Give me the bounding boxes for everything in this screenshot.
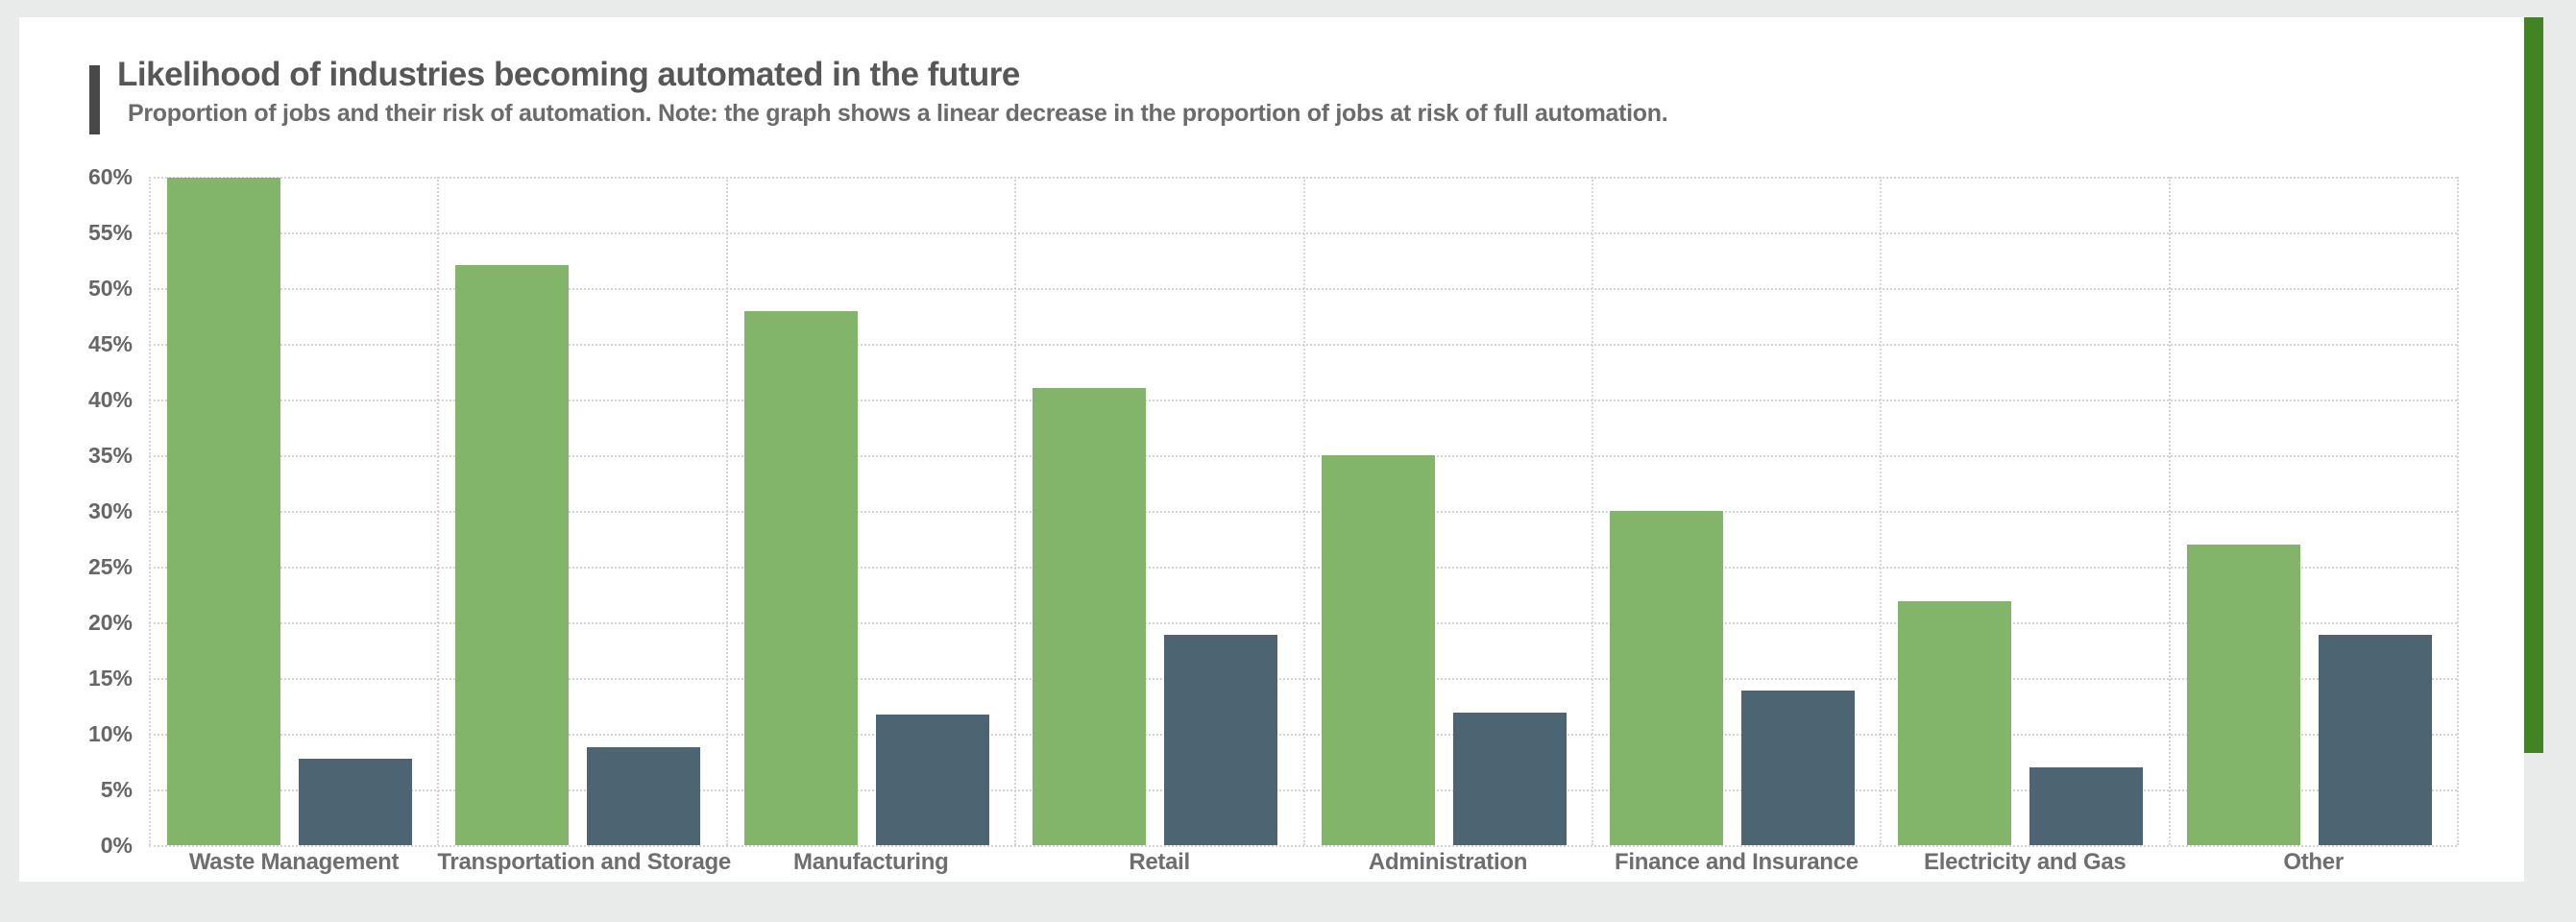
y-tick-label-45pct: 45% xyxy=(87,331,133,356)
chart-subtitle: Proportion of jobs and their risk of aut… xyxy=(128,100,1668,127)
x-category-label-finance-and-insurance: Finance and Insurance xyxy=(1614,849,1859,875)
plot-area xyxy=(149,177,2459,847)
y-tick-label-40pct: 40% xyxy=(87,387,133,412)
y-tick-label-10pct: 10% xyxy=(87,721,133,746)
bar-green-series-other xyxy=(2186,544,2300,845)
v-gridline-3 xyxy=(1014,177,1017,845)
y-tick-label-20pct: 20% xyxy=(87,610,133,635)
x-category-label-administration: Administration xyxy=(1368,849,1528,875)
bar-green-series-electricity-and-gas xyxy=(1898,600,2012,845)
chart-title: Likelihood of industries becoming automa… xyxy=(117,56,1020,93)
bar-dark-series-transportation-and-storage xyxy=(587,746,701,845)
v-gridline-4 xyxy=(1302,177,1305,845)
bar-dark-series-manufacturing xyxy=(875,715,989,845)
y-tick-label-15pct: 15% xyxy=(87,666,133,691)
h-gridline-0pct xyxy=(149,845,2457,847)
v-gridline-6 xyxy=(1880,177,1883,845)
bar-green-series-finance-and-insurance xyxy=(1609,511,1723,845)
bar-dark-series-electricity-and-gas xyxy=(2029,766,2144,845)
title-accent-bar xyxy=(89,65,100,134)
bar-green-series-transportation-and-storage xyxy=(455,264,570,845)
y-tick-label-30pct: 30% xyxy=(87,498,133,523)
y-tick-label-25pct: 25% xyxy=(87,554,133,579)
y-tick-label-55pct: 55% xyxy=(87,220,133,245)
bar-dark-series-administration xyxy=(1452,712,1567,845)
y-tick-label-60pct: 60% xyxy=(87,164,133,189)
x-category-label-transportation-and-storage: Transportation and Storage xyxy=(437,849,731,875)
v-gridline-1 xyxy=(437,177,440,845)
x-category-label-waste-management: Waste Management xyxy=(188,849,400,875)
bar-dark-series-retail xyxy=(1164,634,1278,845)
x-category-label-manufacturing: Manufacturing xyxy=(793,849,949,875)
v-gridline-8 xyxy=(2457,177,2459,845)
v-gridline-2 xyxy=(725,177,728,845)
x-category-label-retail: Retail xyxy=(1129,849,1190,875)
y-tick-label-0pct: 0% xyxy=(100,833,133,858)
v-gridline-7 xyxy=(2168,177,2171,845)
y-tick-label-35pct: 35% xyxy=(87,443,133,468)
bar-green-series-retail xyxy=(1033,388,1147,845)
x-category-label-electricity-and-gas: Electricity and Gas xyxy=(1924,849,2126,875)
bar-green-series-waste-management xyxy=(167,178,280,845)
bar-green-series-administration xyxy=(1321,455,1435,845)
bar-dark-series-other xyxy=(2318,634,2432,845)
v-gridline-0 xyxy=(149,177,151,845)
scrollbar-thumb[interactable] xyxy=(2524,17,2543,753)
y-tick-label-50pct: 50% xyxy=(87,276,133,301)
bar-dark-series-waste-management xyxy=(299,758,412,845)
y-tick-label-5pct: 5% xyxy=(100,777,133,802)
x-category-label-other: Other xyxy=(2283,849,2344,875)
v-gridline-5 xyxy=(1591,177,1593,845)
bar-green-series-manufacturing xyxy=(743,311,858,845)
bar-dark-series-finance-and-insurance xyxy=(1740,690,1855,845)
